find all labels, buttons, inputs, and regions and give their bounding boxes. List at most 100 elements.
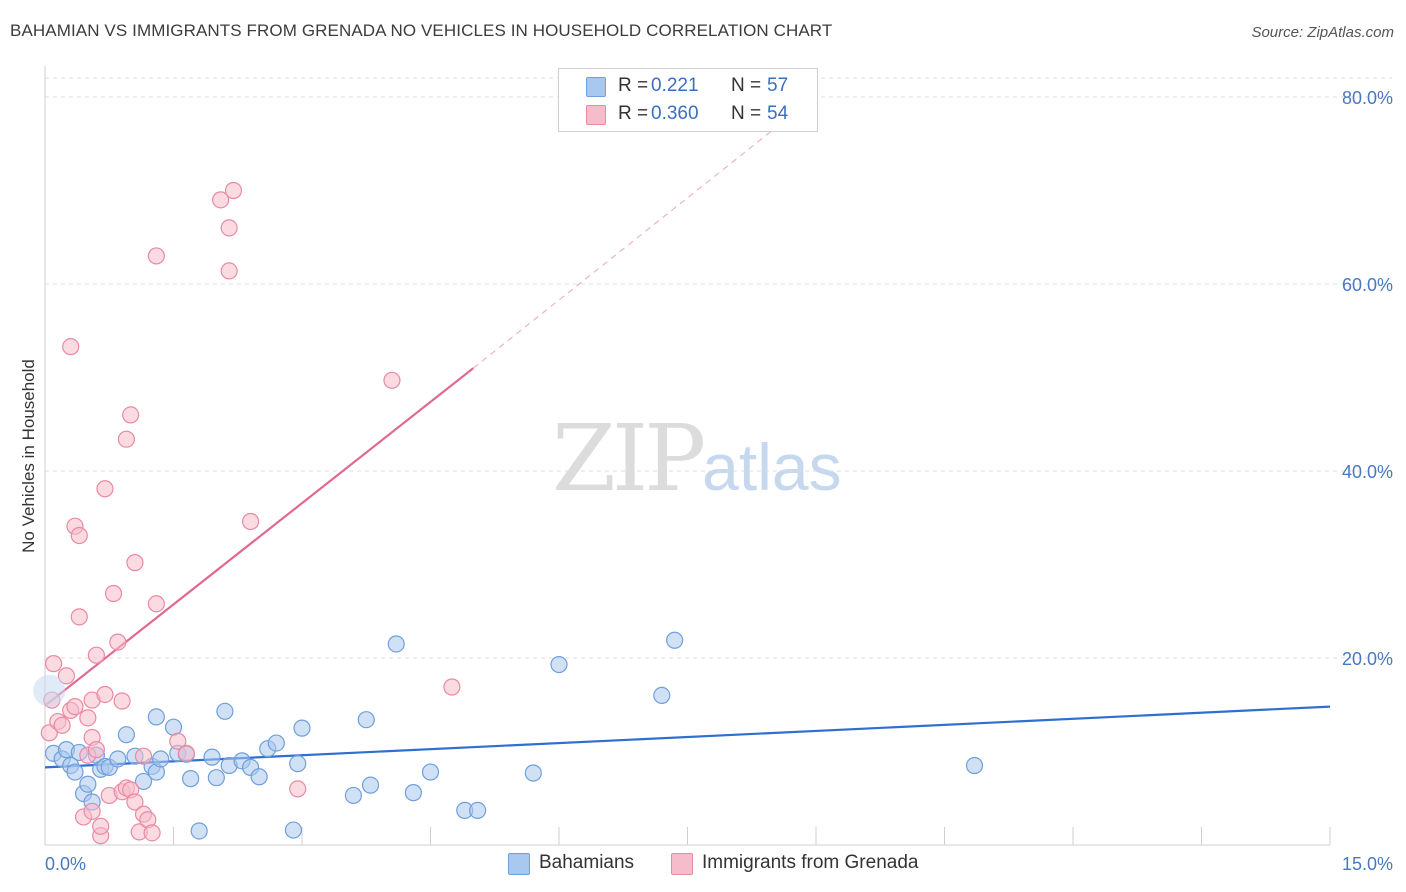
axes	[44, 66, 1331, 846]
point-grenada	[104, 584, 123, 603]
point-bahamians	[965, 756, 984, 775]
legend-r-label: R =	[618, 103, 649, 124]
point-grenada	[122, 406, 140, 424]
point-grenada	[44, 655, 63, 673]
point-grenada	[177, 744, 195, 762]
point-grenada	[143, 824, 161, 842]
legend-swatch-grenada	[586, 105, 606, 125]
point-grenada	[96, 685, 114, 704]
point-bahamians	[524, 764, 542, 782]
point-bahamians	[469, 801, 487, 820]
point-bahamians	[653, 686, 671, 705]
trend-lines	[44, 129, 1331, 769]
point-grenada	[117, 430, 135, 448]
watermark: ZIPatlas	[552, 405, 842, 512]
legend-r-value: 0.221	[651, 75, 699, 96]
point-grenada	[109, 633, 127, 651]
point-grenada	[126, 793, 144, 811]
point-bahamians	[203, 748, 221, 766]
x-tick-label: 15.0%	[1342, 854, 1393, 874]
chart-title: BAHAMIAN VS IMMIGRANTS FROM GRENADA NO V…	[10, 21, 833, 40]
point-grenada	[147, 595, 165, 613]
point-bahamians	[79, 775, 97, 793]
point-grenada	[83, 802, 101, 820]
point-grenada	[126, 554, 144, 572]
point-bahamians	[550, 655, 568, 674]
trend-line-grenada	[44, 367, 475, 707]
point-bahamians	[147, 708, 165, 726]
point-bahamians	[666, 631, 684, 649]
bottom-legend-swatch-grenada	[671, 853, 693, 875]
point-grenada	[66, 698, 84, 716]
point-bahamians	[117, 726, 135, 744]
point-grenada	[383, 371, 401, 389]
point-bahamians	[421, 763, 440, 781]
legend-row-bahamians: R = 0.221 N = 57	[559, 73, 817, 99]
point-grenada	[79, 709, 97, 727]
legend-r-value: 0.360	[651, 103, 699, 124]
point-bahamians	[267, 734, 285, 752]
point-grenada	[224, 181, 243, 200]
point-bahamians	[357, 711, 375, 729]
trend-line-grenada-extension	[472, 129, 774, 369]
point-cluster	[33, 674, 66, 707]
y-tick-label: 60.0%	[1342, 275, 1393, 295]
point-bahamians	[284, 821, 303, 839]
point-bahamians	[109, 750, 127, 768]
legend-r-label: R =	[618, 75, 649, 96]
legend-n-value: 57	[767, 75, 789, 96]
point-bahamians	[293, 719, 311, 737]
point-grenada	[57, 667, 76, 685]
point-grenada	[87, 646, 106, 664]
legend-swatch-bahamians	[586, 77, 606, 97]
y-tick-label: 80.0%	[1342, 88, 1393, 108]
point-bahamians	[207, 769, 225, 787]
trend-line-bahamians	[44, 705, 1331, 769]
point-bahamians	[344, 786, 362, 805]
point-bahamians	[152, 750, 170, 768]
point-grenada	[53, 716, 71, 734]
point-grenada	[87, 741, 106, 759]
point-grenada	[70, 526, 88, 545]
point-grenada	[96, 480, 114, 498]
point-bahamians	[289, 755, 307, 773]
bottom-legend-label: Bahamians	[539, 852, 635, 873]
legend-row-grenada: R = 0.360 N = 54	[559, 101, 817, 127]
point-bahamians	[190, 822, 208, 840]
point-bahamians	[182, 770, 200, 788]
bottom-legend-label: Immigrants from Grenada	[702, 852, 919, 873]
data-points	[33, 181, 984, 845]
point-bahamians	[387, 635, 405, 653]
point-grenada	[92, 817, 110, 835]
watermark-zip: ZIP	[552, 405, 706, 512]
bottom-legend-swatch-bahamians	[508, 853, 530, 875]
point-grenada	[147, 247, 165, 265]
legend-n-value: 54	[767, 103, 789, 124]
point-grenada	[134, 747, 153, 765]
gridlines	[45, 77, 1392, 659]
point-grenada	[113, 692, 131, 710]
y-tick-label: 20.0%	[1342, 649, 1393, 669]
y-axis-label: No Vehicles in Household	[19, 359, 38, 553]
legend-n-label: N =	[731, 75, 762, 96]
point-bahamians	[361, 776, 380, 794]
source-label: Source: ZipAtlas.com	[1251, 24, 1394, 41]
point-bahamians	[404, 784, 422, 802]
point-grenada	[212, 191, 230, 209]
legend: R = 0.221 N = 57 R = 0.360 N = 54	[558, 68, 818, 132]
point-grenada	[242, 512, 260, 531]
x-tick-label: 0.0%	[45, 854, 86, 874]
point-grenada	[220, 219, 238, 237]
point-grenada	[289, 780, 307, 798]
point-grenada	[443, 678, 461, 696]
tick-labels: 20.0% 40.0% 60.0% 80.0% 0.0% 15.0%	[45, 88, 1393, 874]
point-bahamians	[216, 702, 234, 720]
point-bahamians	[250, 768, 268, 786]
point-bahamians	[66, 763, 84, 781]
point-bahamians	[134, 772, 153, 791]
legend-n-label: N =	[731, 103, 762, 124]
point-grenada	[62, 338, 80, 356]
watermark-atlas: atlas	[702, 430, 842, 504]
point-grenada	[169, 732, 187, 750]
